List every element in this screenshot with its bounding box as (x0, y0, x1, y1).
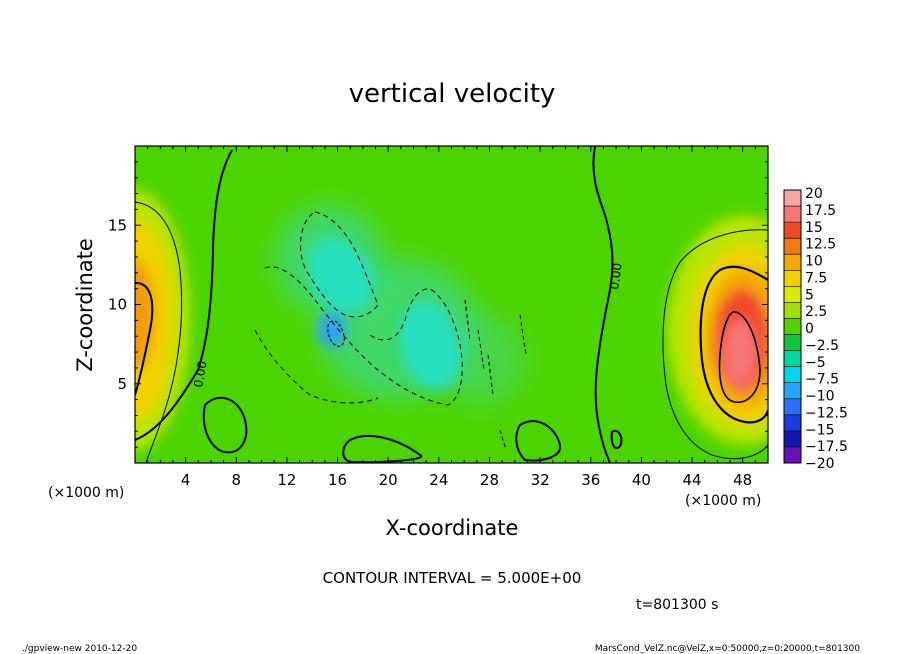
y-axis-ticks: 5 10 15 (108, 161, 768, 448)
colorbar-swatch (784, 334, 801, 351)
y-tick-label: 5 (117, 375, 127, 393)
colorbar-label: −17.5 (805, 439, 848, 455)
colorbar-swatch (784, 430, 801, 448)
program-note: ./gpview-new 2010-12-20 (22, 644, 137, 654)
x-tick-label: 40 (632, 471, 651, 489)
contour-neg-5-lower (254, 329, 379, 404)
zero-contour-center-right (592, 146, 614, 463)
colorbar-swatch (784, 286, 801, 303)
left-updraft (135, 190, 190, 450)
colorbar-label: 5 (805, 287, 814, 303)
contour-lines (135, 146, 768, 463)
colorbar-label: 20 (805, 186, 823, 202)
colorbar: 2017.51512.5107.552.50−2.5−5−7.5−10−12.5… (783, 186, 848, 472)
x-unit-left: (×1000 m) (48, 485, 124, 501)
colorbar-label: −10 (805, 389, 835, 405)
x-axis-ticks: 4 8 12 16 20 24 28 32 36 40 44 48 (147, 146, 756, 489)
colorbar-swatch (784, 190, 801, 207)
x-tick-label: 16 (328, 471, 347, 489)
colorbar-label: −15 (805, 422, 835, 438)
colorbar-frame (783, 189, 802, 464)
colorbar-swatch (784, 350, 801, 367)
zero-contour-blob-2 (342, 435, 423, 463)
colorbar-swatch (784, 206, 801, 223)
contour-neg-5-upper (300, 211, 379, 318)
y-tick-label: 10 (108, 296, 127, 314)
colorbar-label: −5 (805, 355, 826, 371)
time-stamp: t=801300 s (636, 597, 718, 613)
colorbar-label: 10 (805, 254, 823, 270)
colorbar-swatch (784, 398, 801, 416)
plot-area: 0.00 0.00 (135, 146, 768, 463)
x-tick-label: 24 (429, 471, 448, 489)
colorbar-label: −7.5 (805, 372, 839, 388)
x-tick-label: 44 (682, 471, 701, 489)
downdraft-core (307, 237, 462, 390)
zero-contour-left-bottom (135, 149, 233, 441)
colorbar-label: 12.5 (805, 237, 836, 253)
x-tick-label: 48 (733, 471, 752, 489)
x-tick-label: 12 (277, 471, 296, 489)
right-updraft (667, 215, 768, 445)
chart-title: vertical velocity (349, 79, 556, 109)
contour-interval: CONTOUR INTERVAL = 5.000E+00 (323, 569, 582, 587)
zero-contour-left (135, 282, 154, 396)
colorbar-swatch (784, 366, 801, 384)
field-fills (135, 190, 768, 450)
colorbar-label: 15 (805, 220, 823, 236)
colorbar-swatch (784, 414, 801, 432)
y-axis-label: Z-coordinate (73, 238, 97, 372)
colorbar-swatch (784, 270, 801, 287)
colorbar-swatch (784, 222, 801, 239)
colorbar-label: 7.5 (805, 270, 827, 286)
colorbar-label: −2.5 (805, 338, 839, 354)
colorbar-label: 17.5 (805, 203, 836, 219)
colorbar-label: −20 (805, 456, 835, 472)
x-tick-label: 20 (379, 471, 398, 489)
contour-label-left: 0.00 (191, 360, 209, 389)
zero-contour-right (699, 265, 768, 424)
y-tick-label: 15 (108, 216, 127, 234)
x-unit-right: (×1000 m) (685, 493, 761, 509)
colorbar-swatch (784, 446, 801, 464)
x-tick-label: 32 (531, 471, 550, 489)
file-note: MarsCond_VelZ.nc@VelZ,x=0:50000,z=0:2000… (595, 644, 860, 654)
x-tick-label: 8 (232, 471, 242, 489)
colorbar-label: −12.5 (805, 405, 848, 421)
contour-right-15 (718, 311, 761, 403)
x-tick-label: 4 (181, 471, 191, 489)
colorbar-swatch (784, 238, 801, 255)
colorbar-swatch (784, 254, 801, 271)
x-tick-label: 28 (480, 471, 499, 489)
contour-right-5 (662, 229, 768, 460)
zero-contour-blob-4 (610, 430, 623, 449)
x-axis-label: X-coordinate (386, 516, 519, 540)
x-tick-label: 36 (581, 471, 600, 489)
contour-label-right: 0.00 (607, 262, 625, 290)
contour-neg-core (327, 320, 345, 347)
colorbar-label: 2.5 (805, 304, 827, 320)
colorbar-swatch (784, 382, 801, 400)
colorbar-swatch (784, 302, 801, 319)
colorbar-swatch (784, 318, 801, 335)
zero-contour-blob-1 (202, 396, 248, 454)
zero-contour-blob-3 (515, 420, 562, 462)
colorbar-label: 0 (805, 321, 814, 337)
contour-left-5 (135, 201, 183, 463)
